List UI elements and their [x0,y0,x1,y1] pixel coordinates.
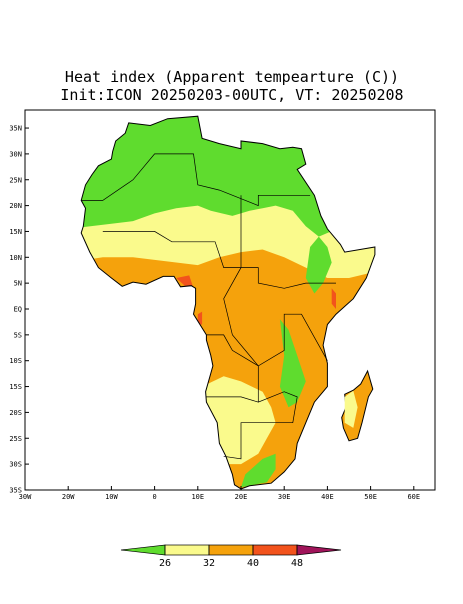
colorbar-label: 48 [291,558,303,569]
colorbar-segment [208,544,254,556]
lat-tick-label: EQ [14,306,22,314]
lon-tick-label: 10W [105,493,118,501]
colorbar-segment [120,544,166,556]
field-green-east [279,319,306,408]
field-green-ethiopia [305,236,332,294]
axes: 30W 20W 10W 0 10E 20E 30E 40E 50E 60E 35N 30N 25N 20N… [9,125,420,501]
lat-tick-label: 15S [9,383,22,391]
colorbar-label: 26 [159,558,171,569]
lat-tick-label: 25S [9,435,22,443]
colorbar-segment [296,544,342,556]
lon-tick-label: 10E [191,493,204,501]
field-yellow-south [202,376,276,465]
title: Heat index (Apparent tempearture (C)) [65,68,399,86]
lat-tick-label: 35S [9,486,22,494]
lon-tick-label: 20E [235,493,248,501]
lat-tick-label: 5N [14,280,22,288]
lat-tick-label: 25N [9,176,22,184]
lat-tick-label: 10S [9,357,22,365]
madagascar-yellow [344,390,358,428]
lat-tick-label: 35N [9,125,22,133]
lat-tick-label: 5S [14,331,22,339]
lat-tick-label: 30S [9,461,22,469]
lat-tick-label: 10N [9,254,22,262]
lon-tick-label: 20W [62,493,75,501]
colorbar-segment [164,544,210,556]
borders [223,195,259,403]
borders [206,313,328,367]
map-frame [24,109,436,491]
borders [81,153,311,207]
colorbar-label: 40 [247,558,259,569]
lat-tick-label: 15N [9,228,22,236]
lon-tick-label: 0 [152,493,156,501]
colorbar-segment [252,544,298,556]
lon-tick-label: 50E [364,493,377,501]
lon-tick-label: 60E [407,493,420,501]
field-red-gabon [197,311,203,325]
subtitle: Init:ICON 20250203-00UTC, VT: 20250208 [60,86,403,104]
borders [206,391,298,460]
field-red-cameroon [176,275,194,289]
lon-tick-label: 30E [278,493,291,501]
field-green-south [241,453,276,488]
lon-tick-label: 40E [321,493,334,501]
field-red-somalia [331,288,336,309]
colorbar-label: 32 [203,558,215,569]
lon-tick-label: 30W [19,493,32,501]
lat-tick-label: 30N [9,150,22,158]
colorbar: 26 32 40 48 [120,544,342,569]
africa-outline [80,115,376,490]
lat-tick-label: 20N [9,202,22,210]
lat-tick-label: 20S [9,409,22,417]
